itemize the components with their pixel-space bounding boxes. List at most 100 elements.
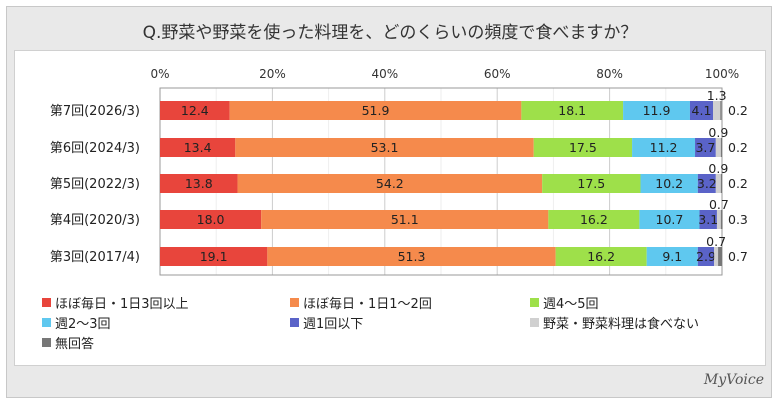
legend-swatch (530, 318, 539, 327)
bar-segment (718, 247, 722, 266)
legend-item: 野菜・野菜料理は食べない (530, 313, 699, 332)
category-label: 第7回(2026/3) (50, 104, 140, 119)
bar-segment (555, 247, 647, 266)
bar-segment (533, 138, 633, 157)
legend-label: 週2～3回 (55, 317, 111, 332)
bar-segment (542, 174, 641, 193)
legend-swatch (290, 298, 299, 307)
x-tick-label: 80% (596, 67, 623, 81)
x-tick-label: 60% (484, 67, 511, 81)
x-tick-label: 20% (259, 67, 286, 81)
data-label: 51.3 (398, 249, 426, 264)
data-label: 0.3 (728, 212, 748, 227)
data-label: 10.7 (656, 212, 684, 227)
data-label: 51.9 (362, 103, 390, 118)
data-label: 53.1 (371, 140, 399, 155)
legend-item: 無回答 (42, 333, 94, 352)
data-label: 0.2 (728, 103, 748, 118)
data-label: 12.4 (181, 103, 209, 118)
x-tick-label: 100% (705, 67, 739, 81)
bar-segment (267, 247, 556, 266)
bar-segment (160, 210, 262, 229)
data-label: 0.2 (728, 176, 748, 191)
data-label: 3.7 (695, 140, 715, 155)
legend-swatch (42, 338, 51, 347)
legend-label: 野菜・野菜料理は食べない (543, 317, 700, 332)
legend-label: ほぼ毎日・1日3回以上 (55, 297, 189, 312)
bar-segment (646, 247, 698, 266)
data-label: 13.8 (185, 176, 213, 191)
bar-segment (697, 247, 715, 266)
bar-segment (548, 210, 640, 229)
legend-item: ほぼ毎日・1日1～2回 (290, 293, 432, 312)
data-label: 13.4 (184, 140, 212, 155)
bar-segment (521, 101, 624, 120)
bar-segment (632, 138, 696, 157)
bar-segment (229, 101, 522, 120)
data-label: 11.9 (643, 103, 671, 118)
legend-item: ほぼ毎日・1日3回以上 (42, 293, 189, 312)
x-tick-label: 40% (371, 67, 398, 81)
data-label: 9.1 (662, 249, 682, 264)
data-label: 4.1 (692, 103, 712, 118)
bar-segment (160, 247, 268, 266)
legend-label: ほぼ毎日・1日1～2回 (303, 297, 432, 312)
legend-item: 週4～5回 (530, 293, 599, 312)
legend-label: 週4～5回 (543, 297, 599, 312)
data-label: 18.0 (197, 212, 225, 227)
bar-segment (160, 174, 238, 193)
bar-segment (697, 174, 716, 193)
legend-swatch (290, 318, 299, 327)
data-label: 11.2 (650, 140, 678, 155)
legend-swatch (530, 298, 539, 307)
legend-item: 週2～3回 (42, 313, 111, 332)
bar-segment (720, 138, 722, 157)
data-label: 19.1 (200, 249, 228, 264)
legend-swatch (42, 298, 51, 307)
myvoice-logo: MyVoice (703, 372, 764, 388)
category-label: 第5回(2022/3) (50, 177, 140, 192)
data-label: 0.9 (708, 125, 728, 140)
bar-segment (720, 174, 722, 193)
bar-segment (160, 138, 236, 157)
bar-segment (640, 174, 698, 193)
data-label: 2.9 (696, 249, 716, 264)
legend-label: 週1回以下 (303, 317, 364, 332)
data-label: 17.5 (577, 176, 605, 191)
bar-segment (623, 101, 690, 120)
data-label: 54.2 (376, 176, 404, 191)
bar-segment (714, 247, 719, 266)
bar-segment (695, 138, 716, 157)
legend-item: 週1回以下 (290, 313, 363, 332)
category-label: 第6回(2024/3) (50, 141, 140, 156)
x-tick-label: 0% (150, 67, 169, 81)
bar-segment (720, 210, 723, 229)
bar-segment (716, 210, 721, 229)
legend-swatch (42, 318, 51, 327)
data-label: 17.5 (569, 140, 597, 155)
bar-segment (715, 138, 721, 157)
data-label: 3.1 (698, 212, 718, 227)
bar-segment (713, 101, 721, 120)
bar-segment (689, 101, 714, 120)
bar-segment (235, 138, 534, 157)
bar-segment (639, 210, 700, 229)
data-label: 0.9 (708, 161, 728, 176)
data-label: 18.1 (558, 103, 586, 118)
data-label: 0.7 (709, 197, 729, 212)
data-label: 1.3 (707, 88, 727, 103)
category-label: 第3回(2017/4) (50, 250, 140, 265)
data-label: 16.2 (580, 212, 608, 227)
data-label: 10.2 (655, 176, 683, 191)
data-label: 0.2 (728, 140, 748, 155)
bar-segment (699, 210, 717, 229)
bar-segment (720, 101, 722, 120)
legend-label: 無回答 (55, 337, 95, 352)
category-label: 第4回(2020/3) (50, 213, 140, 228)
bar-segment (237, 174, 543, 193)
data-label: 16.2 (587, 249, 615, 264)
bar-segment (261, 210, 549, 229)
data-label: 51.1 (391, 212, 419, 227)
bar-segment (715, 174, 721, 193)
